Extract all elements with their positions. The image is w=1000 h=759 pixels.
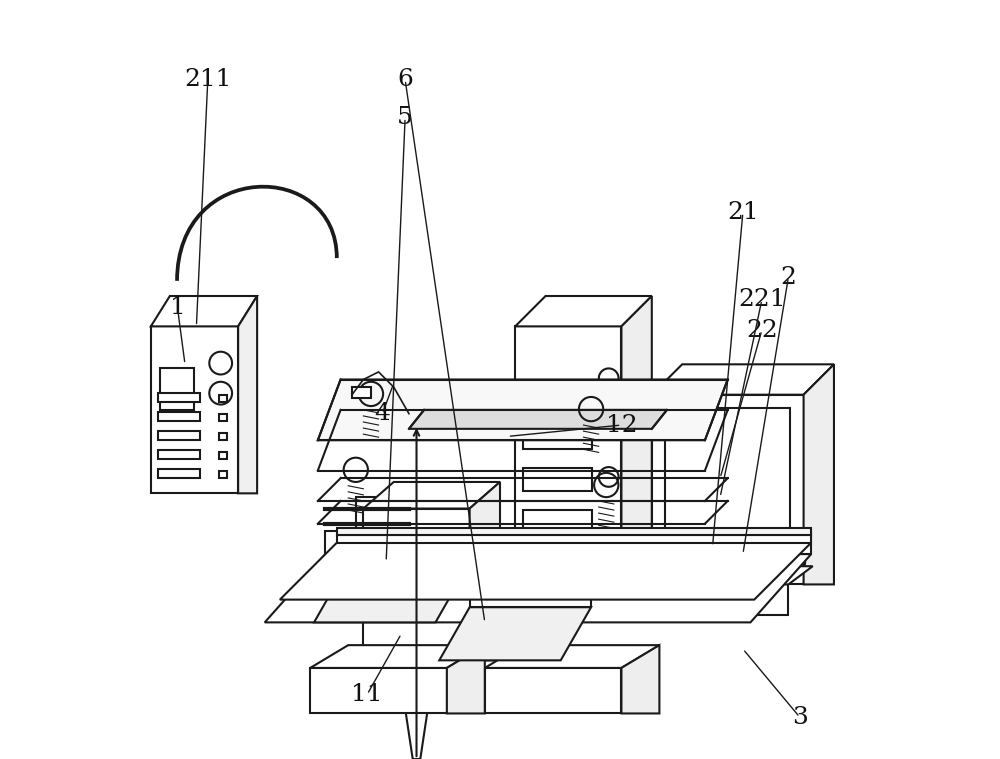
Polygon shape [238, 296, 257, 493]
Text: 211: 211 [184, 68, 231, 91]
FancyBboxPatch shape [780, 565, 789, 575]
FancyBboxPatch shape [219, 433, 227, 440]
FancyBboxPatch shape [158, 469, 200, 478]
Text: 11: 11 [351, 683, 383, 706]
Polygon shape [439, 607, 591, 660]
FancyBboxPatch shape [739, 531, 748, 542]
Text: 6: 6 [397, 68, 413, 91]
Polygon shape [470, 482, 500, 660]
Polygon shape [621, 296, 652, 569]
FancyBboxPatch shape [523, 510, 592, 533]
FancyBboxPatch shape [158, 431, 200, 440]
Polygon shape [470, 592, 591, 607]
Polygon shape [363, 482, 500, 509]
FancyBboxPatch shape [739, 548, 748, 559]
Polygon shape [398, 660, 435, 759]
FancyBboxPatch shape [652, 395, 804, 584]
Polygon shape [325, 531, 811, 554]
Polygon shape [337, 535, 811, 543]
Text: 21: 21 [727, 201, 759, 224]
FancyBboxPatch shape [739, 565, 748, 575]
FancyBboxPatch shape [667, 584, 788, 615]
Polygon shape [485, 645, 659, 668]
FancyBboxPatch shape [485, 668, 621, 713]
Polygon shape [667, 566, 813, 584]
Text: 22: 22 [746, 319, 778, 342]
Text: 2: 2 [780, 266, 796, 288]
FancyBboxPatch shape [151, 326, 238, 493]
FancyBboxPatch shape [523, 385, 592, 408]
FancyBboxPatch shape [523, 468, 592, 491]
Polygon shape [515, 296, 652, 326]
FancyBboxPatch shape [310, 668, 447, 713]
Polygon shape [409, 410, 667, 429]
FancyBboxPatch shape [158, 412, 200, 421]
Text: 5: 5 [397, 106, 413, 129]
Text: 3: 3 [792, 706, 808, 729]
Text: 221: 221 [738, 288, 786, 311]
FancyBboxPatch shape [753, 548, 762, 559]
Polygon shape [344, 554, 466, 569]
FancyBboxPatch shape [158, 393, 200, 402]
Polygon shape [310, 645, 485, 668]
FancyBboxPatch shape [219, 395, 227, 402]
Text: 12: 12 [606, 414, 637, 436]
FancyBboxPatch shape [160, 368, 194, 410]
Polygon shape [280, 543, 811, 600]
FancyBboxPatch shape [766, 548, 776, 559]
Polygon shape [447, 645, 485, 713]
FancyBboxPatch shape [780, 531, 789, 542]
Polygon shape [804, 364, 834, 584]
FancyBboxPatch shape [219, 414, 227, 421]
FancyBboxPatch shape [766, 565, 776, 575]
FancyBboxPatch shape [363, 509, 470, 660]
Polygon shape [621, 645, 659, 713]
FancyBboxPatch shape [780, 548, 789, 559]
Polygon shape [265, 554, 811, 622]
Polygon shape [151, 296, 257, 326]
FancyBboxPatch shape [766, 531, 776, 542]
FancyBboxPatch shape [158, 450, 200, 459]
FancyBboxPatch shape [753, 531, 762, 542]
Text: 1: 1 [170, 296, 185, 319]
FancyBboxPatch shape [219, 471, 227, 478]
FancyBboxPatch shape [356, 497, 375, 535]
Text: 4: 4 [374, 402, 390, 425]
Polygon shape [314, 569, 466, 622]
FancyBboxPatch shape [753, 565, 762, 575]
Polygon shape [318, 380, 728, 440]
FancyBboxPatch shape [523, 427, 592, 449]
FancyBboxPatch shape [515, 326, 621, 569]
Polygon shape [652, 364, 834, 395]
FancyBboxPatch shape [665, 408, 790, 531]
FancyBboxPatch shape [219, 452, 227, 459]
Polygon shape [337, 528, 811, 535]
FancyBboxPatch shape [352, 387, 371, 398]
